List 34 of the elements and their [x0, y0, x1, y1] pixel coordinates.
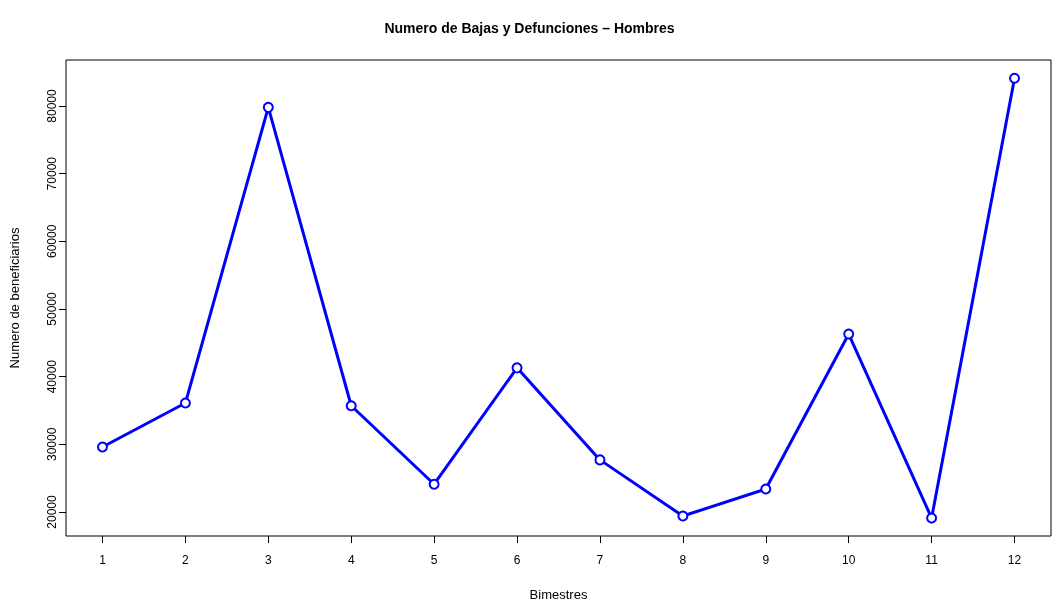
- x-tick-label: 6: [513, 553, 521, 567]
- x-tick-label: 7: [596, 553, 604, 567]
- y-tick-label: 40000: [45, 359, 59, 394]
- x-tick-label: 5: [430, 553, 438, 567]
- point: [594, 454, 606, 466]
- x-tick-label: 3: [264, 553, 272, 567]
- y-tick-label: 30000: [45, 427, 59, 462]
- y-tick-label: 60000: [45, 224, 59, 259]
- point: [96, 441, 108, 453]
- x-tick-label: 8: [679, 553, 687, 567]
- point: [345, 400, 357, 412]
- point: [926, 512, 938, 524]
- chart-title: Numero de Bajas y Defunciones – Hombres: [384, 20, 675, 36]
- point: [1009, 72, 1021, 84]
- point: [677, 510, 689, 522]
- point: [262, 101, 274, 113]
- x-tick-label: 11: [925, 553, 939, 567]
- y-tick-label: 20000: [45, 494, 59, 529]
- y-axis-title: Numero de beneficiarios: [7, 227, 22, 369]
- y-tick-label: 80000: [45, 89, 59, 123]
- point: [428, 478, 440, 490]
- x-tick-label: 10: [842, 553, 856, 567]
- point: [760, 483, 772, 495]
- x-tick-label: 1: [99, 553, 107, 567]
- y-tick-label: 50000: [45, 291, 59, 326]
- x-tick-label: 4: [347, 553, 355, 567]
- point: [843, 328, 855, 340]
- x-axis-title: Bimestres: [529, 587, 588, 602]
- y-tick-label: 70000: [45, 156, 59, 191]
- point: [179, 397, 191, 409]
- x-tick-label: 9: [762, 553, 770, 567]
- x-tick-label: 2: [182, 553, 190, 567]
- point: [511, 362, 523, 374]
- x-tick-label: 12: [1007, 553, 1022, 567]
